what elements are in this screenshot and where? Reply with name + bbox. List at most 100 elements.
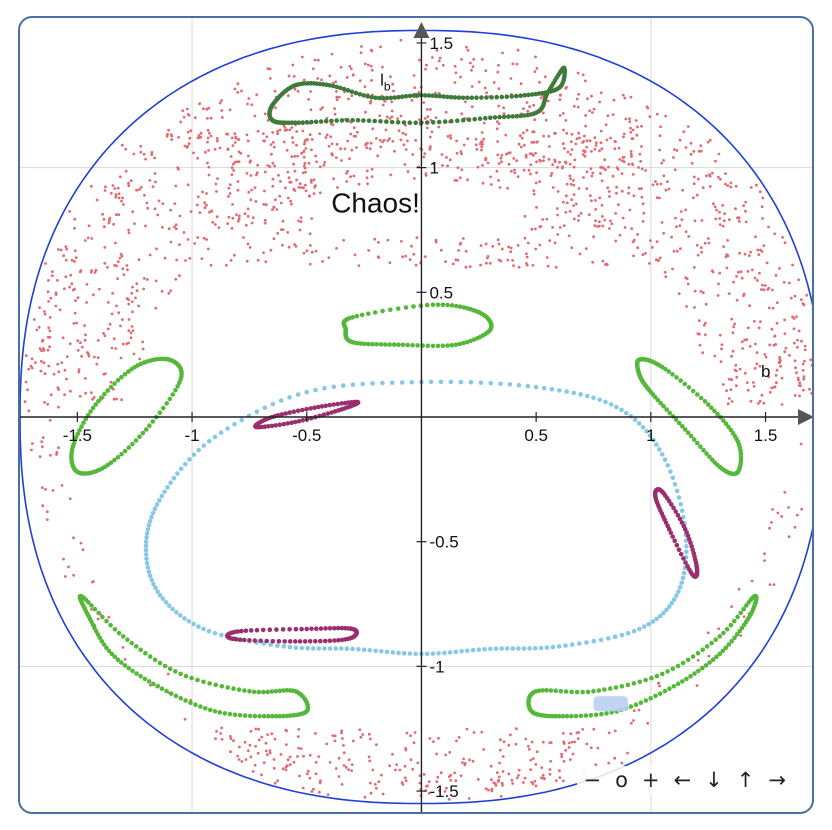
chaos-point [783,350,787,354]
grid-lines [20,18,812,812]
orbit-point [360,381,366,387]
orbit-point [115,455,121,460]
chaos-point [500,160,503,164]
chaos-point [517,774,520,777]
orbit-point [130,441,135,447]
orbit-point [251,689,257,695]
chaos-point [304,147,308,150]
chaos-point [435,752,438,756]
chaos-point [379,45,382,49]
orbit-point [100,614,105,620]
chaos-point [70,282,74,286]
chaos-point [570,740,574,744]
chaos-point [600,147,604,151]
chaos-point [133,222,136,226]
orbit-point [269,689,275,694]
orbit-point [698,395,704,401]
chaos-point [730,317,734,321]
orbit-point [332,625,337,631]
chaos-point [770,386,774,390]
chaos-point [330,122,333,126]
orbit-point [166,603,172,608]
chaos-point [770,327,774,331]
chaos-point [68,285,71,289]
orbit-point [285,421,291,426]
chaos-point [284,765,288,769]
chaos-point [303,161,307,165]
chaos-point [726,184,730,188]
chaos-point [467,797,471,800]
chaos-point [72,536,75,540]
pan-up-button[interactable]: ↑ [731,766,761,794]
chaos-point [272,141,275,144]
orbit-point [484,95,489,100]
chaos-point [460,58,463,61]
chaos-point [196,136,200,140]
orbit-point [681,556,686,561]
chaos-point [562,740,566,744]
orbit-point [201,626,206,632]
orbit-point [732,618,737,624]
orbit-point [153,585,158,591]
chaos-point [169,208,173,212]
orbit-point [277,713,283,719]
orbit-point [212,709,218,714]
chaos-point [89,270,93,274]
zoom-in-button[interactable]: + [636,766,666,794]
chaos-point [185,107,189,111]
chaos-point [320,78,323,82]
chaos-point [60,484,64,487]
orbit-point [102,391,107,397]
chaos-point [207,173,211,177]
chaos-point [233,132,237,136]
chaos-point [725,389,728,393]
chaos-point [598,100,601,104]
zoom-out-button[interactable]: − [577,766,607,794]
chaos-point [48,345,51,349]
chaos-point [556,190,560,193]
chaos-point [276,231,280,235]
orbit-point [319,404,325,409]
chaos-point [304,170,307,174]
pan-left-button[interactable]: ← [668,766,698,794]
pan-down-button[interactable]: ↓ [699,766,729,794]
orbit-point [614,404,619,410]
orbit-point [345,88,351,93]
orbit-point [459,649,464,654]
orbit-point [700,647,705,653]
orbit-point [583,713,589,718]
chaos-point [182,115,186,119]
orbit-point [309,119,314,125]
phase-portrait-plot[interactable]: -1.5 -1 -0.5 0.5 1 1.5-1.5-1-0.50.511.5 Chaos… [20,18,814,814]
orbit-point [173,388,178,393]
chaos-point [409,758,413,762]
chaos-point [620,761,624,765]
chaos-point [778,267,781,270]
chaos-point [622,132,626,136]
orbit-point [723,421,729,427]
orbit-point [741,606,746,612]
orbit-point [232,712,238,718]
chaos-point [499,794,503,798]
chaos-point [277,173,280,177]
chaos-point [591,260,595,264]
chaos-point [146,278,149,281]
chaos-point [269,248,273,252]
reset-view-button[interactable]: o [609,766,634,794]
chaos-point [68,342,72,346]
chaos-point [481,143,484,146]
orbit-point [293,626,299,632]
chaos-point [206,128,210,132]
chaos-point [309,90,312,93]
orbit-point [573,713,579,719]
orbit-point [422,93,428,98]
chaos-point [609,136,612,140]
chaos-point [667,187,671,191]
chaos-point [613,756,617,760]
orbit-point [119,374,124,380]
pan-right-button[interactable]: → [762,766,792,794]
chaos-point [593,136,597,140]
orbit-point [553,688,558,694]
chaos-point [292,187,296,191]
orbit-point [112,627,118,632]
